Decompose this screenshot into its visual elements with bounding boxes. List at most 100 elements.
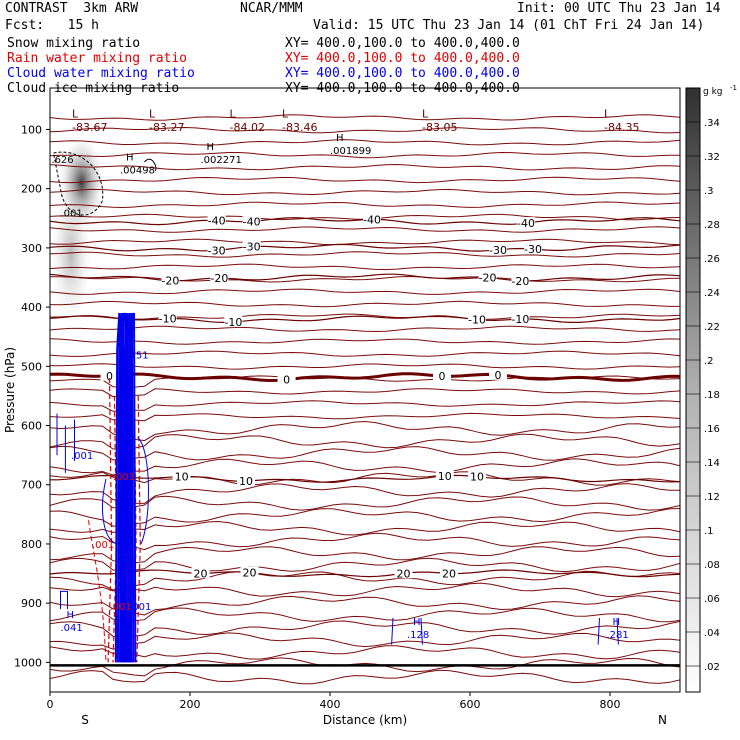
contour-value-label: .001 <box>61 208 83 219</box>
isotherm-label: 0 <box>495 369 502 382</box>
colorbar-label: .08 <box>704 560 720 571</box>
isotherm-label: -10 <box>511 313 529 326</box>
y-tick-label: 300 <box>21 242 42 255</box>
isotherm-line <box>50 657 680 677</box>
high-marker: H <box>336 133 344 144</box>
isotherm-0 <box>50 372 680 383</box>
isotherm-line <box>50 188 680 196</box>
contour-value-label: .001 <box>110 602 132 613</box>
rain-water-contour <box>136 395 141 663</box>
isotherm-line <box>50 139 680 146</box>
x-endpoint-right: N <box>658 713 667 727</box>
isotherm-label-bg <box>440 567 458 579</box>
low-marker: L <box>282 108 289 121</box>
high-marker: H <box>413 617 421 628</box>
valid-time: Valid: 15 UTC Thu 23 Jan 14 (01 ChT Fri … <box>313 18 705 33</box>
contour-value-label: .626 <box>51 155 73 166</box>
isotherm-line <box>50 201 680 209</box>
cloud-water-contour <box>137 436 149 545</box>
low-marker: L <box>149 108 156 121</box>
init-time: Init: 00 UTC Thu 23 Jan 14 <box>517 1 721 16</box>
isotherm-10 <box>50 474 680 483</box>
x-endpoint-left: S <box>81 713 89 727</box>
forecast-hour: Fcst: 15 h <box>5 18 99 33</box>
y-tick-label: 200 <box>21 183 42 196</box>
colorbar-unit-exponent: -1 <box>730 84 737 92</box>
isotherm-line <box>50 433 680 450</box>
isotherm-label: -40 <box>363 213 381 226</box>
isotherm-line <box>50 363 680 370</box>
isotherm-line <box>50 338 680 345</box>
field-snow-label: Snow mixing ratio <box>7 36 141 51</box>
cloud-water-contour <box>102 478 117 545</box>
field-rain-label: Rain water mixing ratio <box>7 51 188 66</box>
isotherm-line <box>50 151 680 159</box>
contour-value-label: .281 <box>607 630 629 641</box>
isotherm-label: 20 <box>194 567 208 580</box>
isotherm-label: -20 <box>210 272 228 285</box>
x-tick-label: 0 <box>47 698 54 711</box>
cloud-water-contour <box>60 590 68 610</box>
isotherm--10 <box>50 315 680 324</box>
isotherm-line <box>50 251 680 258</box>
contour-value-label: .128 <box>407 630 429 641</box>
isotherm-label-bg <box>191 567 210 579</box>
isotherm-label-bg <box>468 313 486 325</box>
rain-water-contour <box>107 378 113 663</box>
colorbar-label: .12 <box>704 492 720 503</box>
model-title: CONTRAST 3km ARW <box>5 1 139 16</box>
isotherm-line <box>50 546 680 564</box>
isotherm-line <box>50 288 680 295</box>
cloud-water-contour <box>597 617 619 645</box>
isotherm-label: 0 <box>439 370 446 383</box>
isotherm-label: 10 <box>438 470 452 483</box>
colorbar <box>685 87 701 693</box>
cloud-water-contour <box>127 312 135 663</box>
high-marker: H <box>207 142 215 153</box>
contour-value-label: .001 <box>92 540 114 551</box>
y-tick-label: 700 <box>21 479 42 492</box>
isotherm-label: 20 <box>397 567 411 580</box>
isotherm-label-bg <box>489 243 507 255</box>
isotherm-line <box>50 532 680 551</box>
isotherm-label: -10 <box>224 316 242 329</box>
isotherm-label-bg <box>240 566 259 578</box>
isotherm-label-bg <box>524 243 542 255</box>
isotherm-label: -10 <box>468 314 486 327</box>
contour-value-label: .001 <box>129 602 151 613</box>
isotherm-line <box>50 445 680 461</box>
cloud-water-contour <box>56 413 75 473</box>
isotherm-label-bg <box>172 470 191 482</box>
isotherm-label: -30 <box>208 244 226 257</box>
isotherm-label-bg <box>207 214 226 226</box>
isotherm-label: -20 <box>511 275 529 288</box>
field-rain-xy: XY= 400.0,100.0 to 400.0,400.0 <box>285 51 520 66</box>
isotherm-label-bg <box>210 272 229 284</box>
isotherm-label-bg <box>517 217 535 229</box>
colorbar-label: .1 <box>704 526 714 537</box>
isotherm-line <box>50 400 680 412</box>
isotherm-line <box>50 176 680 184</box>
contour-value-label: .00498 <box>120 166 155 177</box>
snow-plume-shading <box>51 183 91 324</box>
contour-value-label: 1.151 <box>120 350 149 361</box>
isotherm-label: 0 <box>106 370 113 383</box>
low-marker: L <box>230 108 237 121</box>
max-temperature-label: -83.67 <box>72 121 107 134</box>
isotherm-line <box>50 458 680 476</box>
max-temperature-label: -84.02 <box>230 121 265 134</box>
cloud-water-contour <box>129 312 137 663</box>
isotherm-label: 0 <box>283 374 290 387</box>
isotherm-label-bg <box>100 369 119 381</box>
isotherm-line <box>50 313 680 320</box>
high-marker: H <box>67 610 75 621</box>
isotherm-label: -20 <box>479 271 497 284</box>
isotherm-line <box>50 495 680 511</box>
contour-value-label: .001899 <box>330 146 371 157</box>
contour-value-label: .002271 <box>201 155 242 166</box>
isotherm-line <box>50 238 680 246</box>
isotherm-line <box>50 226 680 233</box>
isotherm-20 <box>50 569 680 578</box>
y-tick-label: 900 <box>21 597 42 610</box>
